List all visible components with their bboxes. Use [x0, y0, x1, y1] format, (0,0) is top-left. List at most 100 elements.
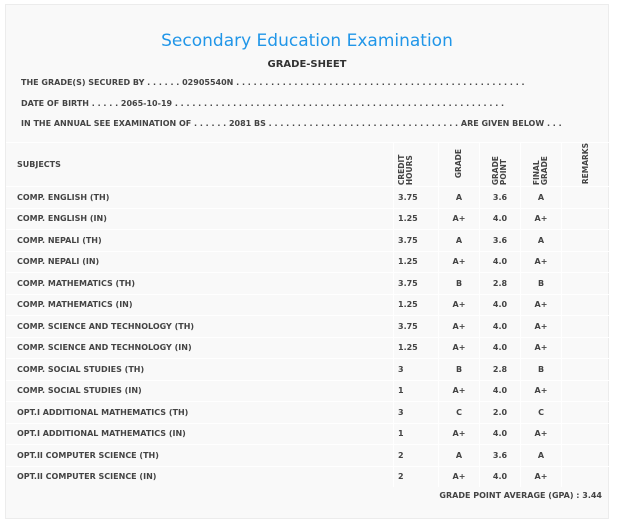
- header-credit-hours-label: CREDIT HOURS: [397, 154, 414, 186]
- cell-final-grade: A: [520, 229, 562, 252]
- cell-remarks: [561, 207, 610, 230]
- cell-grade: A+: [438, 315, 480, 338]
- cell-grade: A+: [438, 207, 480, 230]
- cell-final-grade: A+: [520, 336, 562, 359]
- cell-credit-hours: 3: [393, 358, 439, 381]
- table-row: OPT.I ADDITIONAL MATHEMATICS (TH) 3 C 2.0 C: [6, 401, 610, 424]
- cell-subject: COMP. SOCIAL STUDIES (IN): [6, 379, 394, 402]
- grade-sheet-panel: Secondary Education Examination GRADE-SH…: [5, 4, 610, 519]
- cell-subject: COMP. SCIENCE AND TECHNOLOGY (IN): [6, 336, 394, 359]
- cell-grade-point: 2.8: [479, 358, 521, 381]
- cell-subject: COMP. SOCIAL STUDIES (TH): [6, 358, 394, 381]
- examination-line: IN THE ANNUAL SEE EXAMINATION OF . . . .…: [21, 119, 562, 128]
- cell-subject: OPT.II COMPUTER SCIENCE (TH): [6, 444, 394, 467]
- cell-credit-hours: 1.25: [393, 336, 439, 359]
- cell-grade: A: [438, 444, 480, 467]
- cell-credit-hours: 1: [393, 422, 439, 445]
- cell-subject: OPT.II COMPUTER SCIENCE (IN): [6, 465, 394, 488]
- cell-credit-hours: 1.25: [393, 207, 439, 230]
- table-row: COMP. MATHEMATICS (TH) 3.75 B 2.8 B: [6, 272, 610, 295]
- cell-final-grade: A+: [520, 465, 562, 488]
- cell-grade: A: [438, 229, 480, 252]
- table-row: COMP. NEPALI (IN) 1.25 A+ 4.0 A+: [6, 250, 610, 273]
- cell-remarks: [561, 336, 610, 359]
- cell-credit-hours: 1.25: [393, 250, 439, 273]
- cell-grade-point: 2.8: [479, 272, 521, 295]
- cell-credit-hours: 2: [393, 465, 439, 488]
- cell-remarks: [561, 315, 610, 338]
- cell-grade: A+: [438, 250, 480, 273]
- cell-grade: A+: [438, 465, 480, 488]
- cell-credit-hours: 3.75: [393, 272, 439, 295]
- table-row: COMP. ENGLISH (IN) 1.25 A+ 4.0 A+: [6, 207, 610, 230]
- cell-final-grade: C: [520, 401, 562, 424]
- cell-final-grade: A+: [520, 207, 562, 230]
- cell-grade-point: 2.0: [479, 401, 521, 424]
- header-remarks: REMARKS: [561, 141, 610, 187]
- cell-grade: A+: [438, 379, 480, 402]
- cell-grade-point: 4.0: [479, 293, 521, 316]
- header-final-grade-label: FINAL GRADE: [532, 156, 549, 186]
- header-grade-point-label: GRADE POINT: [491, 156, 508, 186]
- cell-grade-point: 3.6: [479, 229, 521, 252]
- cell-grade: A+: [438, 422, 480, 445]
- cell-remarks: [561, 186, 610, 209]
- header-remarks-label: REMARKS: [581, 143, 590, 185]
- grades-table: SUBJECTS CREDIT HOURS GRADE GRADE POINT …: [6, 141, 610, 488]
- cell-final-grade: A+: [520, 250, 562, 273]
- table-row: OPT.II COMPUTER SCIENCE (TH) 2 A 3.6 A: [6, 444, 610, 467]
- cell-credit-hours: 1: [393, 379, 439, 402]
- cell-grade: B: [438, 272, 480, 295]
- cell-remarks: [561, 379, 610, 402]
- cell-subject: COMP. ENGLISH (IN): [6, 207, 394, 230]
- cell-credit-hours: 2: [393, 444, 439, 467]
- cell-grade: B: [438, 358, 480, 381]
- cell-credit-hours: 3: [393, 401, 439, 424]
- cell-final-grade: A: [520, 186, 562, 209]
- date-of-birth-line: DATE OF BIRTH . . . . . 2065-10-19 . . .…: [21, 99, 505, 108]
- cell-remarks: [561, 229, 610, 252]
- cell-final-grade: A+: [520, 293, 562, 316]
- cell-final-grade: B: [520, 358, 562, 381]
- cell-subject: COMP. MATHEMATICS (TH): [6, 272, 394, 295]
- cell-final-grade: A: [520, 444, 562, 467]
- cell-grade-point: 4.0: [479, 207, 521, 230]
- cell-subject: OPT.I ADDITIONAL MATHEMATICS (TH): [6, 401, 394, 424]
- cell-subject: COMP. NEPALI (TH): [6, 229, 394, 252]
- cell-remarks: [561, 422, 610, 445]
- cell-remarks: [561, 444, 610, 467]
- header-final-grade: FINAL GRADE: [520, 141, 562, 187]
- cell-grade: A+: [438, 293, 480, 316]
- secured-by-line: THE GRADE(S) SECURED BY . . . . . . 0290…: [21, 78, 525, 87]
- table-row: COMP. SCIENCE AND TECHNOLOGY (IN) 1.25 A+ 4…: [6, 336, 610, 359]
- table-row: OPT.II COMPUTER SCIENCE (IN) 2 A+ 4.0 A+: [6, 465, 610, 488]
- header-grade: GRADE: [438, 141, 480, 187]
- cell-remarks: [561, 465, 610, 488]
- cell-remarks: [561, 293, 610, 316]
- header-grade-point: GRADE POINT: [479, 141, 521, 187]
- cell-grade-point: 3.6: [479, 444, 521, 467]
- table-row: COMP. SCIENCE AND TECHNOLOGY (TH) 3.75 A+ 4…: [6, 315, 610, 338]
- cell-grade-point: 3.6: [479, 186, 521, 209]
- table-header-row: SUBJECTS CREDIT HOURS GRADE GRADE POINT …: [6, 141, 610, 187]
- cell-grade-point: 4.0: [479, 379, 521, 402]
- page-subtitle: GRADE-SHEET: [267, 59, 347, 70]
- cell-final-grade: A+: [520, 422, 562, 445]
- cell-credit-hours: 3.75: [393, 315, 439, 338]
- cell-final-grade: B: [520, 272, 562, 295]
- cell-grade-point: 4.0: [479, 336, 521, 359]
- cell-credit-hours: 3.75: [393, 186, 439, 209]
- cell-final-grade: A+: [520, 315, 562, 338]
- cell-grade: A: [438, 186, 480, 209]
- table-row: COMP. SOCIAL STUDIES (IN) 1 A+ 4.0 A+: [6, 379, 610, 402]
- header-subjects: SUBJECTS: [6, 141, 394, 187]
- table-row: COMP. MATHEMATICS (IN) 1.25 A+ 4.0 A+: [6, 293, 610, 316]
- cell-grade-point: 4.0: [479, 315, 521, 338]
- cell-grade: A+: [438, 336, 480, 359]
- cell-remarks: [561, 401, 610, 424]
- cell-grade: C: [438, 401, 480, 424]
- cell-subject: COMP. NEPALI (IN): [6, 250, 394, 273]
- cell-credit-hours: 3.75: [393, 229, 439, 252]
- header-credit-hours: CREDIT HOURS: [393, 141, 439, 187]
- cell-remarks: [561, 358, 610, 381]
